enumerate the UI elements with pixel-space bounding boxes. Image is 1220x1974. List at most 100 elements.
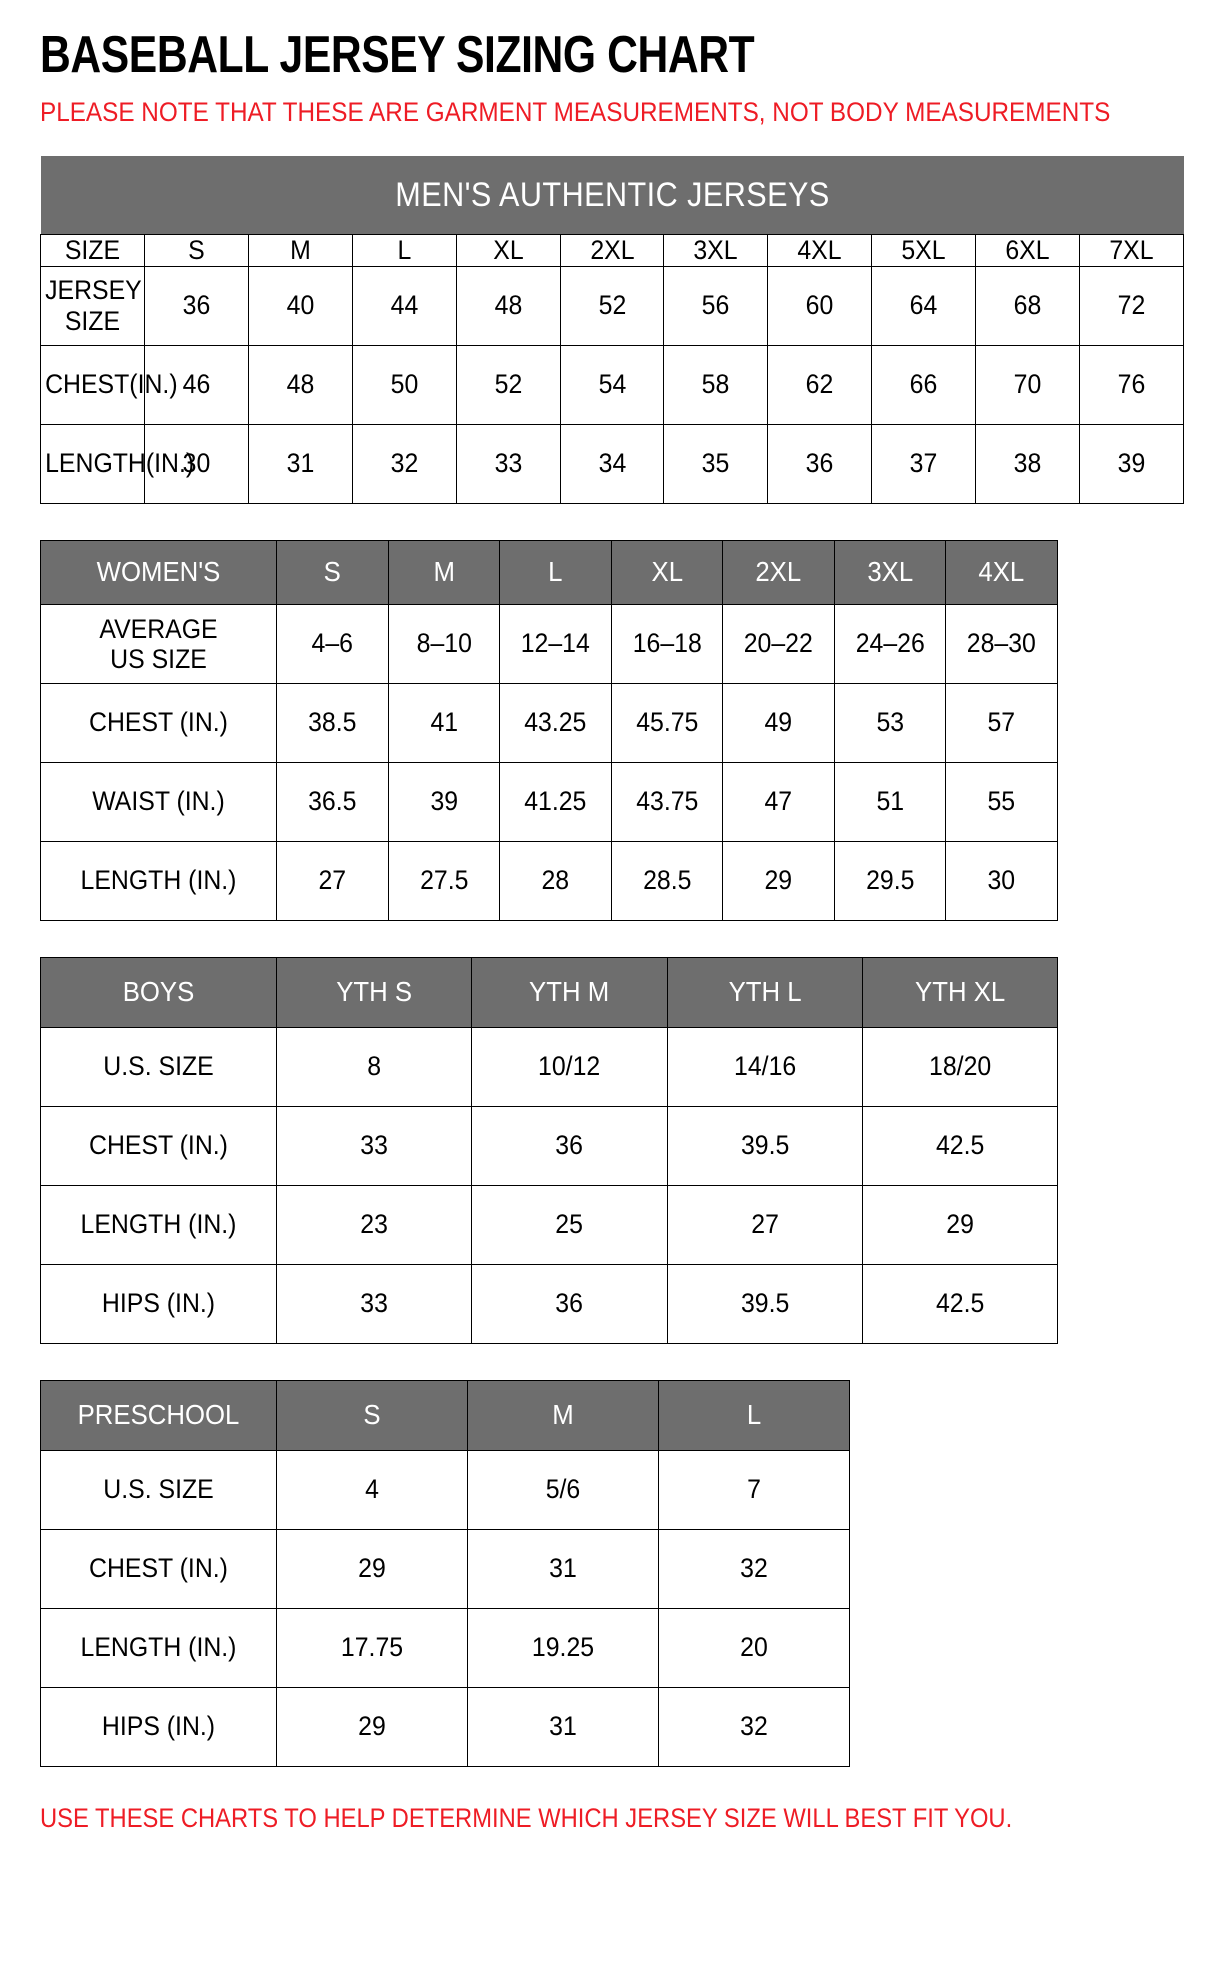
row-label: CHEST (IN.): [40, 1105, 277, 1186]
cell: 39: [1079, 423, 1184, 504]
mens-col-header-6xl: 6XL: [975, 233, 1081, 267]
cell: 28: [499, 840, 612, 921]
row-label: AVERAGE US SIZE: [40, 603, 277, 684]
cell: 52: [455, 344, 561, 425]
table-row: LENGTH (IN.) 17.75 19.25 20: [40, 1607, 850, 1688]
cell: 39: [387, 761, 501, 842]
cell: 68: [975, 265, 1081, 346]
cell: 18/20: [861, 1026, 1059, 1107]
cell: 49: [722, 682, 835, 763]
row-label: U.S. SIZE: [40, 1449, 277, 1530]
cell: 29: [276, 1528, 468, 1609]
cell: 40: [247, 265, 353, 346]
boys-col-header-yth-l: YTH L: [666, 956, 863, 1028]
cell: 70: [975, 344, 1081, 425]
preschool-sizing-table: PRESCHOOL S M L U.S. SIZE 4 5/6 7 CHEST …: [40, 1379, 850, 1767]
boys-column-header-row: BOYS YTH S YTH M YTH L YTH XL: [40, 956, 1059, 1028]
mens-col-header-xl: XL: [455, 233, 561, 267]
boys-col-header-yth-m: YTH M: [471, 956, 668, 1028]
cell: 52: [559, 265, 665, 346]
cell: 56: [663, 265, 769, 346]
cell: 39.5: [666, 1105, 863, 1186]
preschool-col-header-m: M: [467, 1379, 659, 1451]
cell: 60: [767, 265, 873, 346]
row-label: HIPS (IN.): [40, 1686, 277, 1767]
cell: 23: [275, 1184, 473, 1265]
boys-col-header-boys: BOYS: [40, 956, 277, 1028]
table-row: HIPS (IN.) 29 31 32: [40, 1686, 850, 1767]
mens-banner-title: MEN'S AUTHENTIC JERSEYS: [40, 156, 1184, 235]
womens-table-head: WOMEN'S S M L XL 2XL 3XL 4XL: [40, 539, 1058, 605]
cell: 4–6: [276, 603, 389, 684]
cell: 53: [833, 682, 947, 763]
cell: 42.5: [861, 1105, 1059, 1186]
row-label: JERSEY SIZE: [40, 265, 145, 346]
cell: 29: [276, 1686, 468, 1767]
cell: 33: [275, 1263, 473, 1344]
preschool-column-header-row: PRESCHOOL S M L: [40, 1379, 850, 1451]
cell: 54: [559, 344, 665, 425]
cell: 8–10: [387, 603, 501, 684]
cell: 31: [467, 1686, 659, 1767]
row-label-line1: AVERAGE: [99, 613, 218, 644]
womens-col-header-womens: WOMEN'S: [40, 539, 277, 605]
row-label: LENGTH(IN.): [40, 423, 194, 504]
page-title: BASEBALL JERSEY SIZING CHART: [40, 26, 755, 84]
cell: 36.5: [276, 761, 389, 842]
preschool-col-header-l: L: [658, 1379, 850, 1451]
cell: 43.75: [610, 761, 724, 842]
cell: 29: [722, 840, 835, 921]
womens-table-body: AVERAGE US SIZE 4–6 8–10 12–14 16–18 20–…: [40, 603, 1058, 921]
cell: 58: [663, 344, 769, 425]
cell: 19.25: [467, 1607, 659, 1688]
womens-col-header-m: M: [387, 539, 501, 605]
cell: 50: [351, 344, 457, 425]
cell: 37: [871, 423, 977, 504]
row-label: U.S. SIZE: [40, 1026, 277, 1107]
row-label: CHEST (IN.): [40, 682, 277, 763]
cell: 41: [387, 682, 501, 763]
mens-col-header-3xl: 3XL: [663, 233, 769, 267]
boys-table-head: BOYS YTH S YTH M YTH L YTH XL: [40, 956, 1059, 1028]
table-row: U.S. SIZE 4 5/6 7: [40, 1449, 850, 1530]
cell: 28.5: [610, 840, 724, 921]
row-label: WAIST (IN.): [40, 761, 277, 842]
row-label: CHEST (IN.): [40, 1528, 277, 1609]
cell: 36: [471, 1105, 668, 1186]
cell: 31: [467, 1528, 659, 1609]
row-label: LENGTH (IN.): [40, 840, 277, 921]
table-row: CHEST (IN.) 33 36 39.5 42.5: [40, 1105, 1059, 1186]
cell: 66: [871, 344, 977, 425]
preschool-col-header-preschool: PRESCHOOL: [40, 1379, 277, 1451]
cell: 7: [658, 1449, 850, 1530]
womens-sizing-table: WOMEN'S S M L XL 2XL 3XL 4XL AVERAGE US …: [40, 539, 1058, 921]
mens-sizing-table: MEN'S AUTHENTIC JERSEYS SIZE S M L XL 2X…: [40, 156, 1184, 504]
cell: 14/16: [666, 1026, 863, 1107]
table-row: HIPS (IN.) 33 36 39.5 42.5: [40, 1263, 1059, 1344]
cell: 29: [861, 1184, 1059, 1265]
footer-note: USE THESE CHARTS TO HELP DETERMINE WHICH…: [40, 1802, 1013, 1833]
row-label: LENGTH (IN.): [40, 1607, 277, 1688]
row-label: CHEST(IN.): [40, 344, 178, 425]
cell: 72: [1079, 265, 1184, 346]
mens-col-header-l: L: [351, 233, 457, 267]
table-row: LENGTH(IN.) 30 31 32 33 34 35 36 37 38 3…: [40, 423, 1184, 504]
cell: 38.5: [276, 682, 389, 763]
cell: 29.5: [833, 840, 947, 921]
womens-col-header-3xl: 3XL: [833, 539, 947, 605]
cell: 76: [1079, 344, 1184, 425]
table-row: CHEST (IN.) 29 31 32: [40, 1528, 850, 1609]
cell: 32: [351, 423, 457, 504]
womens-col-header-4xl: 4XL: [945, 539, 1058, 605]
cell: 35: [663, 423, 769, 504]
cell: 28–30: [945, 603, 1058, 684]
womens-col-header-s: S: [276, 539, 389, 605]
cell: 30: [143, 423, 249, 504]
mens-column-header-row: SIZE S M L XL 2XL 3XL 4XL 5XL 6XL 7XL: [40, 233, 1184, 267]
cell: 36: [767, 423, 873, 504]
cell: 8: [275, 1026, 473, 1107]
cell: 24–26: [833, 603, 947, 684]
table-row: LENGTH (IN.) 27 27.5 28 28.5 29 29.5 30: [40, 840, 1058, 921]
boys-col-header-yth-xl: YTH XL: [861, 956, 1059, 1028]
mens-col-header-s: S: [143, 233, 249, 267]
